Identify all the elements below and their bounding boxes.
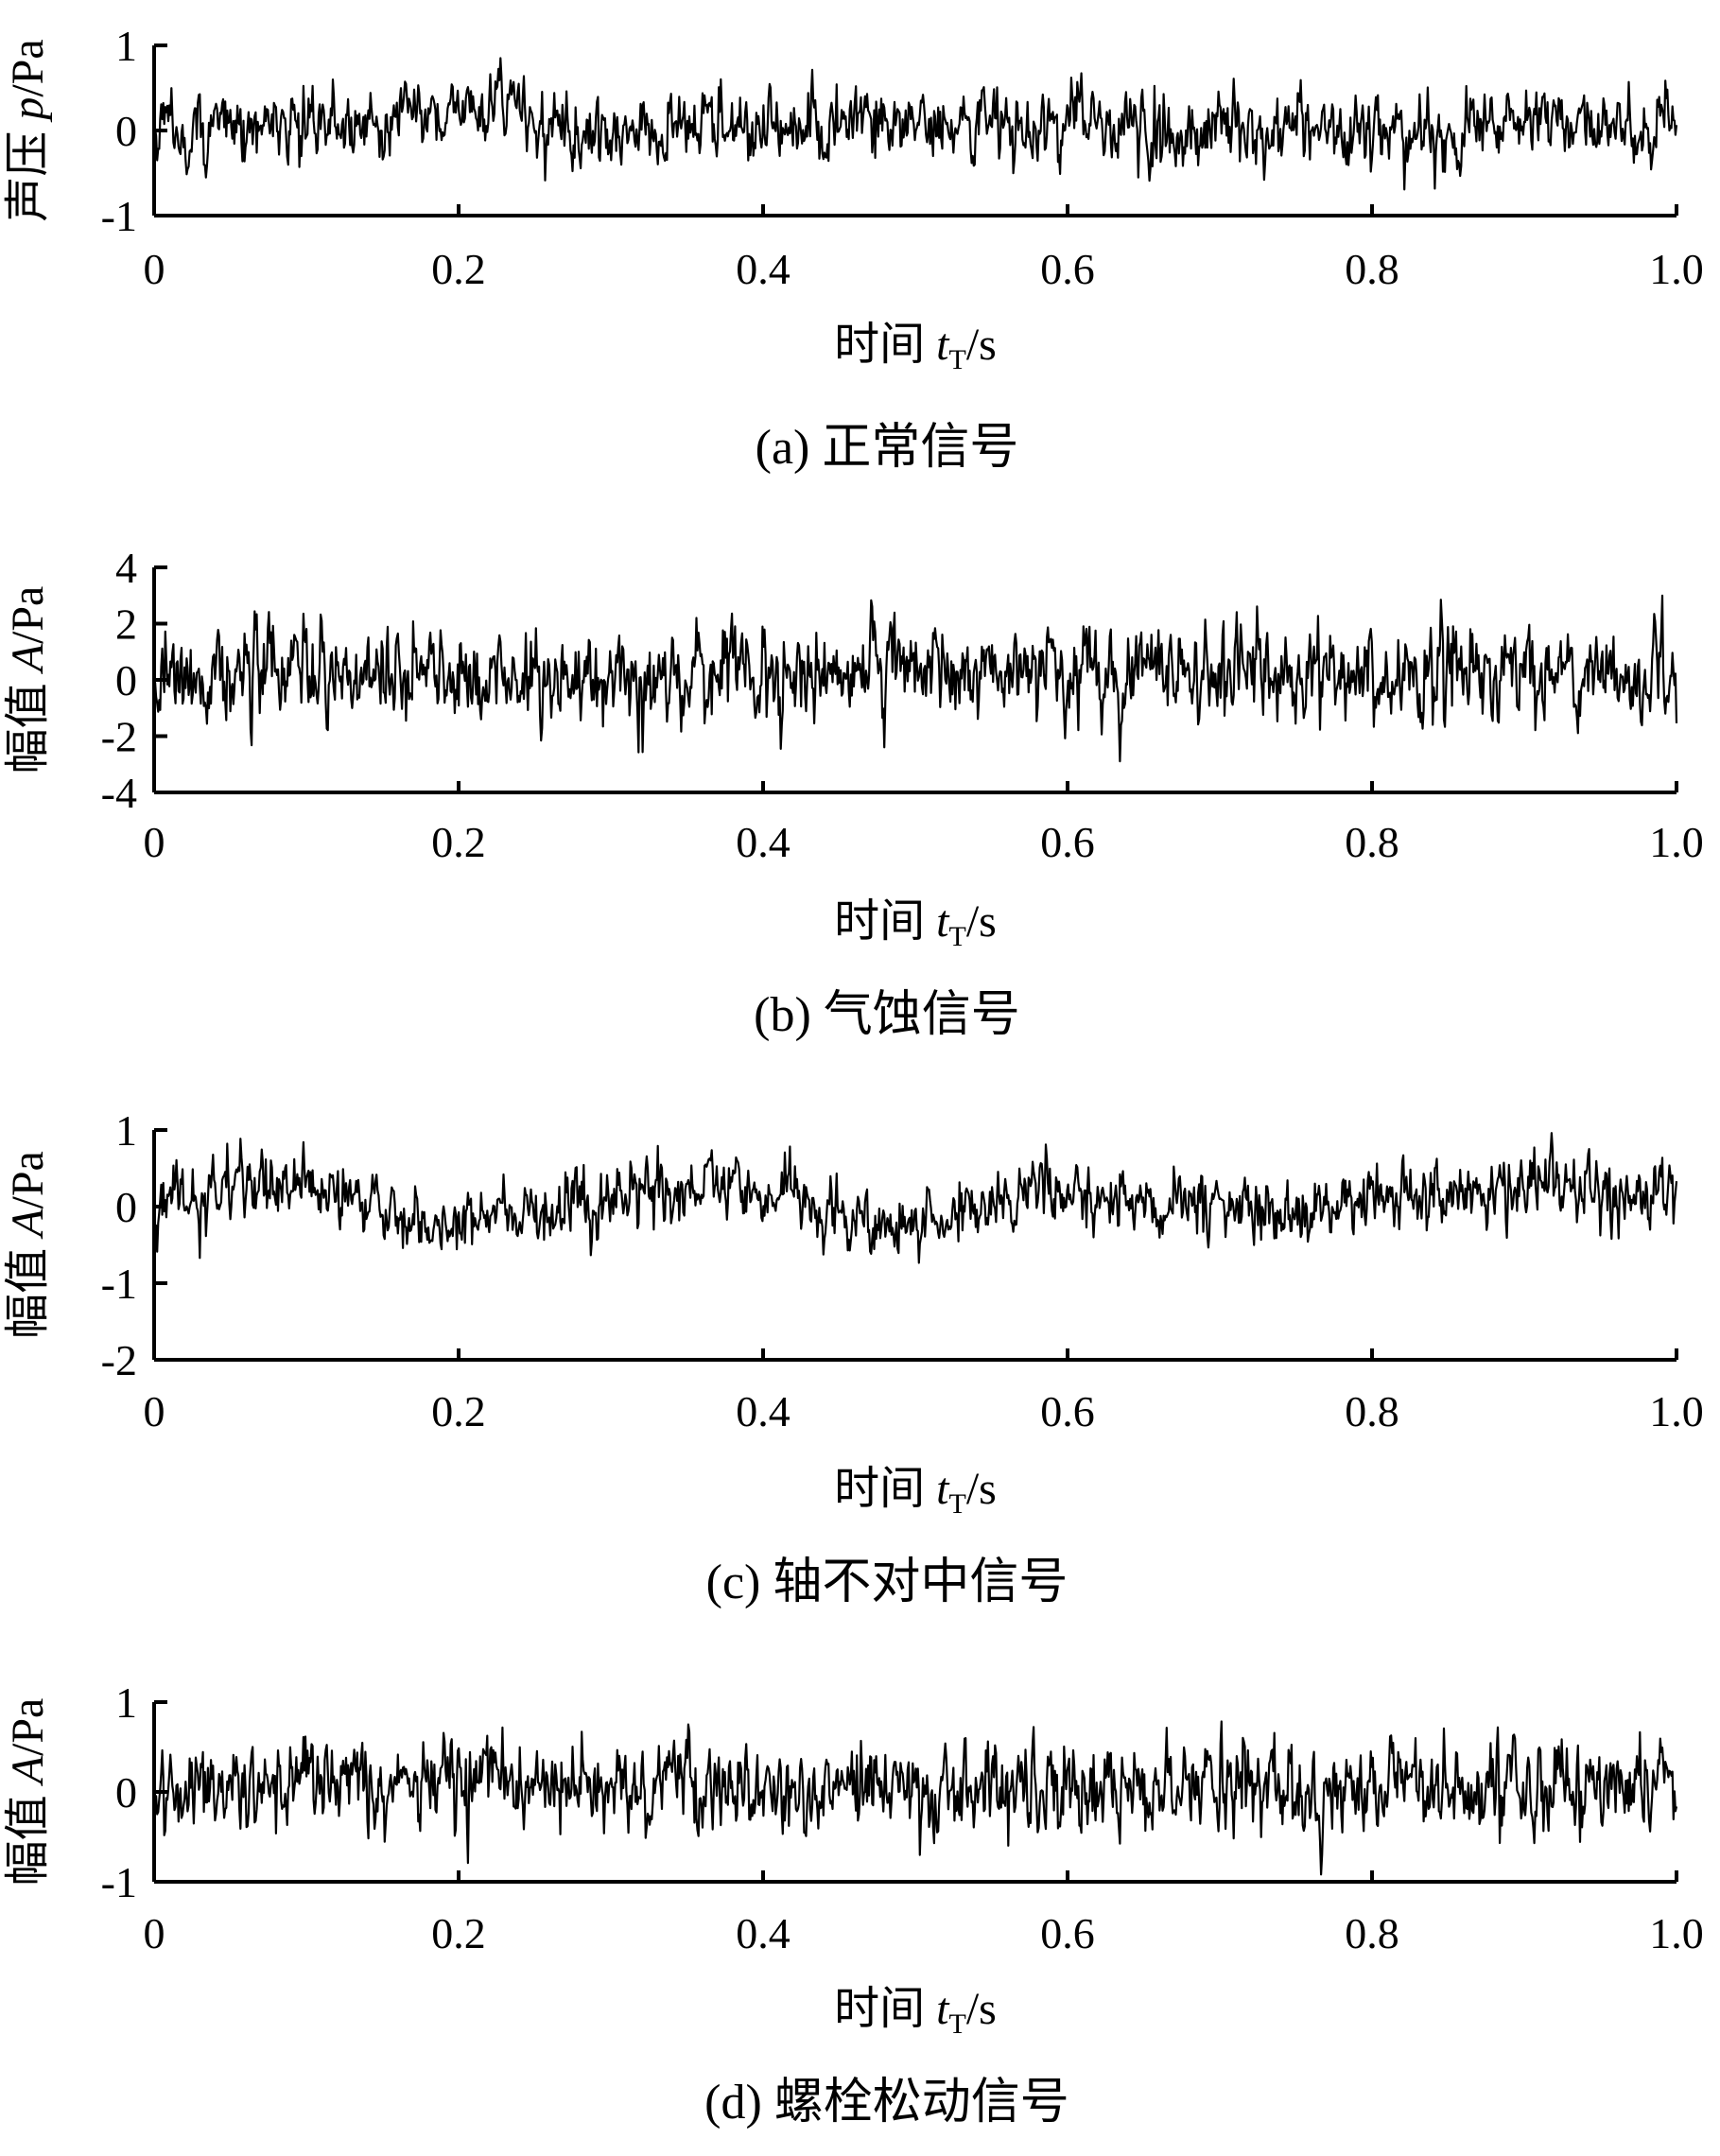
y-axis-title-unit: /Pa [3,39,53,96]
x-axis-title-unit: /s [966,896,997,947]
x-tick-label: 1.0 [1649,245,1704,293]
y-axis-title-unit: /Pa [3,1151,53,1208]
y-axis-title-symbol: A [3,1755,53,1786]
y-axis-title: 幅值 A/Pa [3,1151,53,1339]
y-axis-title-prefix: 幅值 [3,671,53,774]
y-axis-title-prefix: 声压 [3,120,53,222]
panel-caption: (c) 轴不对中信号 [706,1556,1068,1609]
y-tick-label: 1 [115,1678,137,1727]
y-axis-title-symbol: p [3,97,53,123]
x-tick-label: 1.0 [1649,1387,1704,1435]
signal-series-line [152,1720,1678,1876]
y-tick-label: 0 [115,656,137,704]
x-tick-label: 1.0 [1649,818,1704,866]
signal-series-line [153,594,1678,763]
x-tick-label: 0 [144,818,165,866]
y-tick-label: -4 [101,769,137,817]
x-axis-title: 时间 tT/s [834,320,997,375]
x-axis-title-subscript: T [949,921,966,952]
x-tick-label: 0.8 [1345,1909,1399,1957]
x-tick-label: 0.6 [1040,818,1095,866]
x-axis-title-symbol: t [936,896,950,947]
y-axis-title: 声压 p/Pa [3,39,53,221]
x-axis-title: 时间 tT/s [834,896,997,952]
panel-caption: (a) 正常信号 [756,421,1019,475]
x-axis-title-prefix: 时间 [834,896,936,947]
x-axis-title-prefix: 时间 [834,1984,936,2034]
y-tick-label: -1 [101,1858,137,1906]
x-tick-label: 1.0 [1649,1909,1704,1957]
y-axis-title-prefix: 幅值 [3,1783,53,1886]
y-axis-title-symbol: A [3,643,53,674]
y-axis-title-unit: /Pa [3,1698,53,1756]
x-tick-label: 0.6 [1040,1387,1095,1435]
x-tick-label: 0.2 [431,818,486,866]
x-axis-title-symbol: t [936,320,950,370]
y-axis-title-symbol: A [3,1208,53,1240]
y-tick-label: 1 [115,1106,137,1155]
x-tick-label: 0 [144,1387,165,1435]
x-axis-title-subscript: T [949,1488,966,1520]
x-tick-label: 0.4 [736,245,791,293]
x-tick-label: 0.4 [736,818,791,866]
y-tick-label: 4 [115,544,137,592]
x-tick-label: 0.6 [1040,245,1095,293]
x-tick-label: 0.4 [736,1909,791,1957]
x-tick-label: 0.8 [1345,818,1399,866]
x-axis-title-subscript: T [949,2008,966,2040]
y-tick-label: 2 [115,600,137,649]
y-tick-label: 0 [115,107,137,155]
x-tick-label: 0.6 [1040,1909,1095,1957]
x-axis-title-unit: /s [966,1464,997,1514]
x-axis-title-unit: /s [966,1984,997,2034]
x-axis-title-subscript: T [949,344,966,375]
y-tick-label: -1 [101,192,137,240]
x-tick-label: 0.2 [431,1387,486,1435]
signal-series-line [152,1132,1678,1264]
x-axis-title-symbol: t [936,1464,950,1514]
panel-caption: (d) 螺栓松动信号 [704,2076,1069,2130]
x-axis-title-symbol: t [936,1984,950,2034]
y-axis-title: 幅值 A/Pa [3,1698,53,1886]
x-tick-label: 0.8 [1345,1387,1399,1435]
signal-series-line [152,57,1678,191]
x-axis-title: 时间 tT/s [834,1984,997,2040]
x-axis-title-prefix: 时间 [834,320,936,370]
x-axis-title-prefix: 时间 [834,1464,936,1514]
y-tick-label: 0 [115,1183,137,1231]
y-axis-title-prefix: 幅值 [3,1237,53,1339]
x-axis-title: 时间 tT/s [834,1464,997,1520]
y-tick-label: 0 [115,1768,137,1817]
y-tick-label: -2 [101,1336,137,1384]
y-tick-label: -1 [101,1260,137,1308]
x-tick-label: 0.2 [431,1909,486,1957]
y-axis-title-unit: /Pa [3,586,53,644]
y-axis-title: 幅值 A/Pa [3,586,53,774]
x-tick-label: 0 [144,245,165,293]
panel-caption: (b) 气蚀信号 [754,988,1020,1042]
x-tick-label: 0.4 [736,1387,791,1435]
x-axis-title-unit: /s [966,320,997,370]
x-tick-label: 0 [144,1909,165,1957]
x-tick-label: 0.8 [1345,245,1399,293]
x-tick-label: 0.2 [431,245,486,293]
y-tick-label: -2 [101,713,137,761]
y-tick-label: 1 [115,22,137,70]
